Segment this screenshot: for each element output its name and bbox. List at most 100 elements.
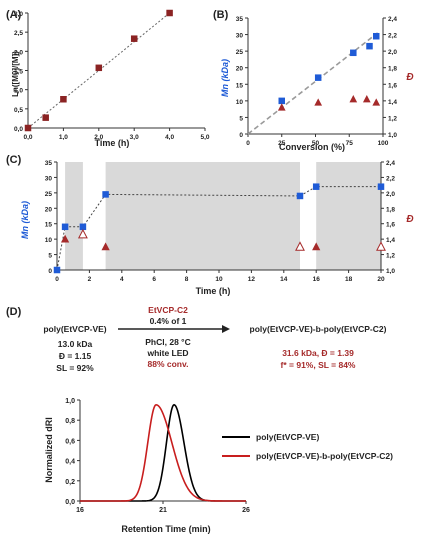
y-tick-label: 0 <box>239 132 243 139</box>
scheme-product: poly(EtVCP-VE)-b-poly(EtVCP-C2) <box>250 324 387 334</box>
x-tick-label: 0,0 <box>23 134 32 141</box>
scheme-reagent: EtVCP-C2 <box>148 305 188 315</box>
shaded-interval-1 <box>105 162 300 270</box>
b-dispersity-point <box>362 95 371 103</box>
scheme-arrowhead <box>222 325 230 333</box>
y-tick-label: 25 <box>236 49 244 56</box>
c-dispersity-point <box>101 242 110 251</box>
y-tick-label: 0,2 <box>65 479 75 486</box>
y-tick-label: 25 <box>45 191 53 198</box>
x-tick-label: 12 <box>248 276 256 283</box>
y-tick-label: 30 <box>45 175 53 182</box>
reaction-scheme: (D) poly(EtVCP-VE) 13.0 kDa Đ = 1.15 SL … <box>6 305 387 373</box>
b-dispersity-point <box>277 103 286 111</box>
x-tick-label: 21 <box>159 507 167 514</box>
panel-label-d: (D) <box>6 306 22 318</box>
y-tick-label: 5 <box>48 253 52 260</box>
panel-label-c: (C) <box>6 154 22 166</box>
x-tick-label: 16 <box>313 276 321 283</box>
b-right-axis-label: Đ <box>406 72 413 83</box>
scheme-reactant-mn: 13.0 kDa <box>58 339 93 349</box>
y-tick-label: 10 <box>236 99 244 106</box>
y-right-tick-label: 1,6 <box>388 82 397 89</box>
y-right-tick-label: 2,0 <box>386 191 395 198</box>
x-tick-label: 100 <box>378 140 389 147</box>
x-tick-label: 0 <box>55 276 59 283</box>
y-right-tick-label: 1,0 <box>388 132 397 139</box>
y-tick-label: 3,0 <box>14 11 23 18</box>
b-mn-point <box>366 42 373 50</box>
b-dispersity-point <box>372 98 381 106</box>
y-tick-label: 10 <box>45 237 53 244</box>
y-right-tick-label: 1,4 <box>386 237 395 244</box>
b-mn-point <box>314 74 322 81</box>
x-tick-label: 0 <box>246 140 250 147</box>
panel-c: (C) 0 2 4 6 8 10 12 14 16 18 20 0 5 10 15 20 25 30 35 1,0 1,… <box>6 154 414 296</box>
y-tick-label: 2,5 <box>14 30 23 37</box>
b-trendline <box>247 32 379 135</box>
b-y-axis-label: Mn (kDa) <box>220 59 230 97</box>
c-mn-point <box>53 266 61 274</box>
scheme-condition-1: PhCl, 28 °C <box>145 337 190 347</box>
b-mn-point <box>278 97 285 105</box>
b-dispersity-point <box>349 95 358 103</box>
y-tick-label: 15 <box>236 82 244 89</box>
y-right-tick-label: 1,0 <box>386 268 395 275</box>
y-tick-label: 1,5 <box>14 69 23 76</box>
b-mn-point <box>350 49 357 57</box>
a-y-axis-label: Ln([M0]/[M]) <box>11 51 20 97</box>
y-tick-label: 30 <box>236 33 244 40</box>
scheme-product-props-2: f* = 91%, SL = 84% <box>281 360 356 370</box>
y-tick-label: 1,0 <box>14 88 23 95</box>
y-right-tick-label: 2,4 <box>388 16 397 23</box>
x-tick-label: 18 <box>345 276 353 283</box>
a-data-point <box>24 124 32 132</box>
panel-b: (B) 0 25 50 75 100 0 5 10 15 20 25 30 35 1,0 1,2 1,4 1,6… <box>213 9 414 152</box>
y-tick-label: 15 <box>45 222 53 229</box>
y-right-tick-label: 2,4 <box>386 160 395 167</box>
x-tick-label: 2,0 <box>94 134 103 141</box>
y-tick-label: 0 <box>48 268 52 275</box>
c-mn-point <box>102 191 109 198</box>
y-tick-label: 5 <box>239 115 243 122</box>
y-tick-label: 0,4 <box>65 459 75 466</box>
b-dispersity-point <box>314 98 323 106</box>
panel-d-chart: 16 21 26 0,0 0,2 0,4 0,6 0,8 1,0 Retention Time … <box>44 398 393 534</box>
x-tick-label: 50 <box>312 140 320 147</box>
legend-label-2: poly(EtVCP-VE)-b-poly(EtVCP-C2) <box>256 451 393 461</box>
y-tick-label: 35 <box>236 16 244 23</box>
x-tick-label: 16 <box>76 507 84 514</box>
a-data-point <box>60 96 67 103</box>
x-tick-label: 4 <box>120 276 124 283</box>
x-tick-label: 6 <box>152 276 156 283</box>
x-tick-label: 2 <box>88 276 92 283</box>
c-x-axis-label: Time (h) <box>196 286 231 296</box>
c-dispersity-open-point <box>77 228 88 239</box>
y-tick-label: 1,0 <box>65 398 75 405</box>
scheme-reactant: poly(EtVCP-VE) <box>43 324 106 334</box>
scheme-reactant-sl: SL = 92% <box>56 363 94 373</box>
x-tick-label: 10 <box>215 276 223 283</box>
x-tick-label: 25 <box>278 140 286 147</box>
x-tick-label: 14 <box>280 276 288 283</box>
y-right-tick-label: 1,8 <box>386 206 395 213</box>
legend-label-1: poly(EtVCP-VE) <box>256 432 319 442</box>
y-tick-label: 20 <box>236 66 244 73</box>
c-dispersity-open-point <box>295 241 305 251</box>
a-data-point <box>166 9 173 17</box>
x-tick-label: 75 <box>346 140 354 147</box>
c-mn-point <box>312 183 320 190</box>
scheme-product-props-1: 31.6 kDa, Đ = 1.39 <box>282 348 354 358</box>
c-dispersity-point <box>312 242 321 251</box>
d-legend: poly(EtVCP-VE) poly(EtVCP-VE)-b-poly(EtV… <box>222 432 393 461</box>
x-tick-label: 20 <box>377 276 385 283</box>
x-tick-label: 8 <box>185 276 189 283</box>
scheme-reactant-dispersity: Đ = 1.15 <box>59 351 92 361</box>
a-data-point <box>130 35 138 42</box>
d-y-axis-label: Normalized dRI <box>44 417 54 483</box>
y-right-tick-label: 2,0 <box>388 49 397 56</box>
c-mn-point <box>377 183 385 190</box>
y-tick-label: 2,0 <box>14 49 23 56</box>
scheme-reagent-ratio: 0.4% of 1 <box>150 316 187 326</box>
